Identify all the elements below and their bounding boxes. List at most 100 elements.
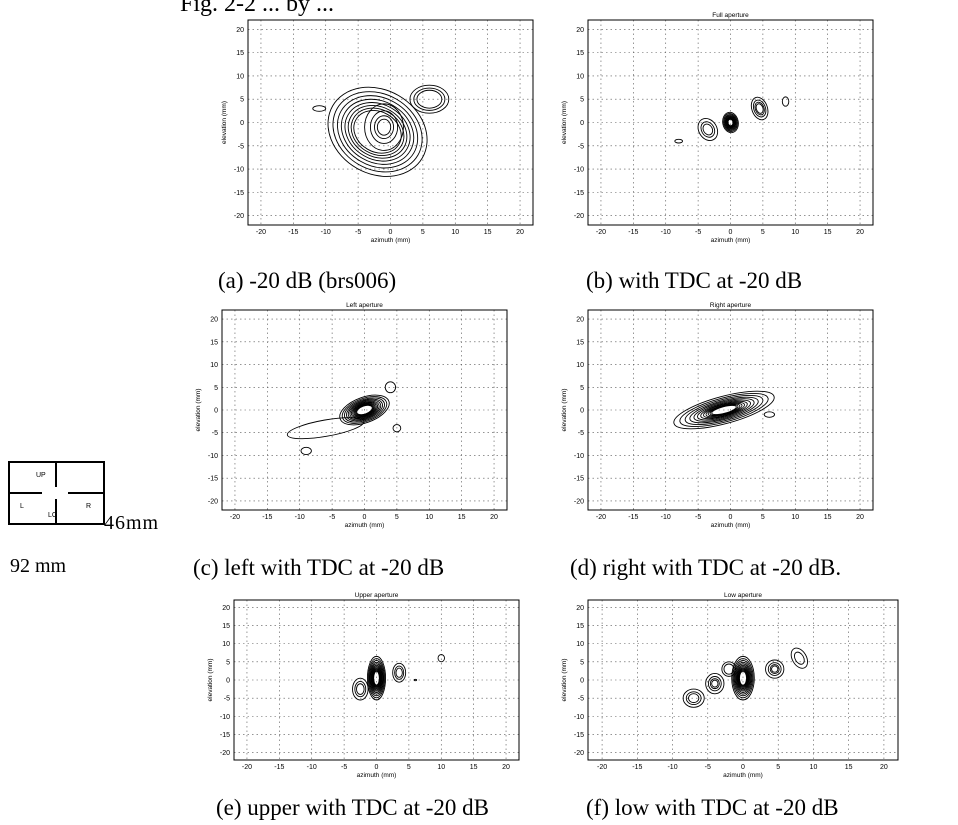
contour-line — [693, 398, 755, 422]
contour-line — [697, 117, 719, 141]
aperture-label-right: R — [86, 503, 91, 510]
contour-lines — [352, 654, 445, 701]
y-tick-label: 10 — [576, 362, 584, 369]
x-tick-label: 5 — [761, 229, 765, 236]
plot-frame — [587, 309, 874, 511]
y-tick-label: -5 — [224, 696, 230, 703]
x-tick-label: 15 — [484, 229, 492, 236]
aperture-diagram: UP L LC R — [8, 461, 108, 532]
contour-line — [723, 663, 735, 675]
contour-line — [392, 424, 402, 433]
x-tick-label: -5 — [695, 229, 701, 236]
x-axis-label: azimuth (mm) — [345, 522, 385, 529]
contour-line — [369, 661, 384, 695]
contour-line — [354, 681, 367, 698]
contour-plot-f: -20 -15 -10 -5 0 5 10 15 20 20 15 10 5 0 -5 -10 -15 -20 az… — [552, 592, 932, 792]
contour-plot-b: -20 -15 -10 -5 0 5 10 15 20 20 15 10 5 0 -5 -10 -15 -20 az… — [552, 10, 902, 268]
y-tick-label: -10 — [574, 453, 584, 460]
y-axis-label: elevation (mm) — [561, 101, 568, 144]
contour-line — [732, 658, 754, 699]
contour-line — [705, 402, 743, 418]
contour-line — [354, 403, 375, 417]
contour-line — [739, 670, 747, 686]
y-axis-label: elevation (mm) — [561, 389, 568, 432]
plot-title: Right aperture — [710, 302, 752, 309]
figure-header-partial: Fig. 2-2 ... by ... — [180, 0, 335, 17]
caption-a: (a) -20 dB (brs006) — [218, 268, 397, 293]
y-tick-label: 10 — [222, 641, 230, 648]
caption-e: (e) upper with TDC at -20 dB — [216, 795, 489, 820]
x-tick-label: -20 — [256, 229, 266, 236]
contour-line — [336, 95, 419, 169]
y-tick-label: 0 — [580, 678, 584, 685]
aperture-diagram-svg: UP L LC R — [8, 461, 105, 525]
contour-line — [724, 115, 737, 130]
contour-line — [370, 663, 383, 693]
x-tick-label: -5 — [695, 514, 701, 521]
x-tick-label: -5 — [341, 764, 347, 771]
y-tick-label: 0 — [580, 408, 584, 415]
grid-lines — [588, 20, 873, 225]
contour-plot-c: -20 -15 -10 -5 0 5 10 15 20 20 15 10 5 0 -5 -10 -15 -20 az… — [186, 302, 536, 552]
contour-line — [376, 118, 392, 136]
contour-line — [707, 403, 741, 417]
contour-line — [700, 121, 716, 138]
plot-title: Full aperture — [712, 12, 749, 19]
y-tick-label: 20 — [576, 27, 584, 34]
contour-line — [703, 401, 745, 419]
caption-d: (d) right with TDC at -20 dB. — [570, 555, 842, 580]
contour-line — [735, 663, 751, 693]
y-tick-label: 10 — [576, 73, 584, 80]
contour-line — [392, 662, 407, 683]
contour-line — [721, 661, 737, 677]
y-tick-label: -10 — [574, 167, 584, 174]
y-tick-label: -20 — [220, 750, 230, 757]
plot-frame — [221, 309, 508, 511]
y-tick-label: 15 — [236, 50, 244, 57]
y-tick-label: 20 — [210, 317, 218, 324]
x-tick-label: -20 — [596, 229, 606, 236]
x-tick-label: -15 — [628, 514, 638, 521]
x-tick-label: 5 — [395, 514, 399, 521]
contour-line — [366, 655, 387, 701]
contour-lines — [286, 381, 402, 455]
plot-title: Upper aperture — [355, 592, 399, 599]
contour-line — [679, 393, 769, 427]
contour-lines — [673, 390, 775, 430]
caption-b: (b) with TDC at -20 dB — [586, 268, 803, 293]
x-tick-label: 10 — [451, 229, 459, 236]
y-tick-label: 15 — [576, 339, 584, 346]
x-tick-label: 15 — [824, 229, 832, 236]
y-axis-label: elevation (mm) — [221, 101, 228, 144]
y-tick-label: -20 — [208, 498, 218, 505]
x-tick-label: -15 — [288, 229, 298, 236]
y-tick-label: -20 — [574, 213, 584, 220]
aperture-label-lower: LC — [48, 512, 57, 519]
grid-lines — [248, 20, 533, 225]
y-tick-label: 5 — [580, 385, 584, 392]
contour-line — [352, 677, 369, 701]
x-tick-label: 0 — [363, 514, 367, 521]
grid-lines — [222, 310, 507, 510]
contour-plot-e: -20 -15 -10 -5 0 5 10 15 20 20 15 10 5 0 -5 -10 -15 -20 az… — [194, 592, 544, 792]
contour-line — [707, 676, 722, 692]
contour-line — [368, 660, 385, 697]
contour-line — [727, 118, 734, 127]
aperture-height-label: 46mm — [104, 512, 160, 534]
contour-line — [364, 103, 404, 151]
contour-line — [771, 665, 779, 673]
contour-line — [350, 107, 405, 156]
contour-line — [702, 123, 714, 136]
contour-line — [755, 103, 764, 114]
y-tick-label: 20 — [222, 605, 230, 612]
y-tick-label: -5 — [238, 143, 244, 150]
contour-line — [697, 399, 751, 421]
caption-c: (c) left with TDC at -20 dB — [193, 555, 445, 580]
plot-b-svg: -20 -15 -10 -5 0 5 10 15 20 20 15 10 5 0 -5 -10 -15 -20 az… — [561, 12, 874, 244]
contour-line — [781, 96, 790, 107]
y-tick-label: -15 — [574, 476, 584, 483]
contour-line — [737, 668, 749, 689]
y-tick-label: 15 — [222, 623, 230, 630]
y-tick-label: 0 — [226, 678, 230, 685]
contour-line — [725, 116, 736, 129]
